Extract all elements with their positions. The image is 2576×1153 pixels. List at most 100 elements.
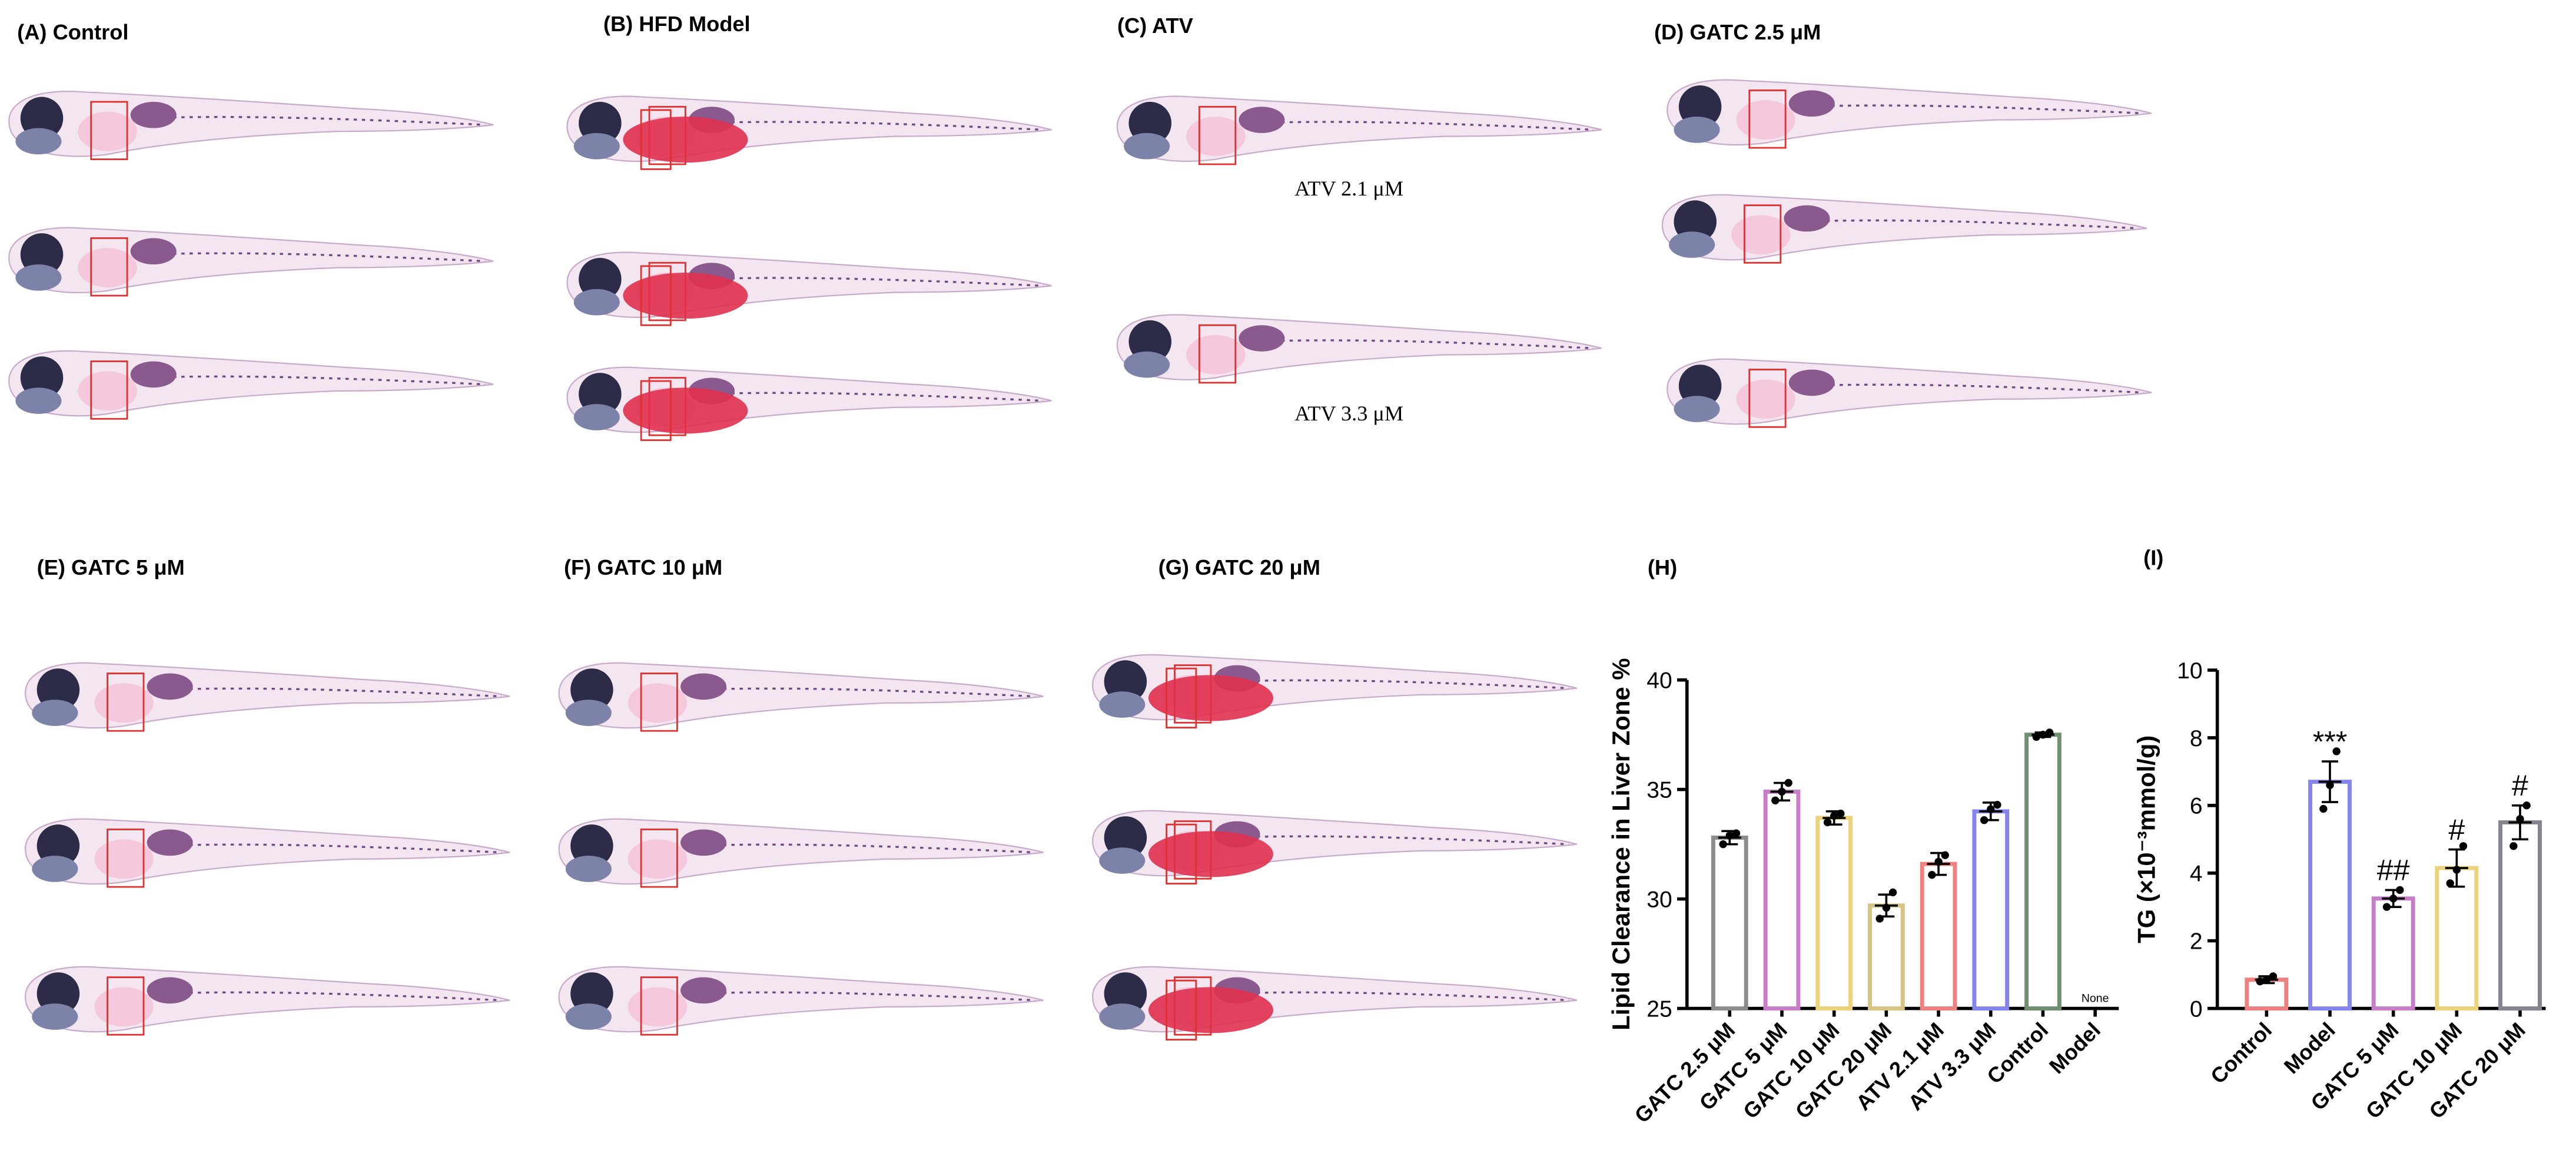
- fish: [1093, 655, 1577, 728]
- data-point: [1778, 787, 1786, 796]
- y-tick-label: 40: [1646, 668, 1672, 694]
- group-label: ATV 3.3 μM: [1294, 402, 1403, 425]
- data-point: [1882, 903, 1891, 912]
- bar: [1867, 903, 1905, 1011]
- bar: [1815, 816, 1853, 1011]
- data-point: [1837, 809, 1845, 818]
- data-point: [2032, 733, 2040, 741]
- fish: [1666, 78, 2153, 149]
- fish: [1661, 194, 2148, 264]
- data-point: [1875, 915, 1884, 923]
- data-point: [1888, 888, 1897, 897]
- fish: [567, 97, 1052, 170]
- data-point: [2045, 728, 2054, 737]
- data-point: [2382, 903, 2391, 911]
- data-point: [1830, 811, 1838, 820]
- fish: [1116, 95, 1603, 165]
- data-point: [2509, 842, 2518, 850]
- fish: [567, 252, 1052, 325]
- panel-label: (F) GATC 10 μM: [564, 555, 722, 579]
- y-tick-label: 25: [1646, 996, 1672, 1022]
- data-point: [2039, 730, 2047, 739]
- fish: [1093, 967, 1577, 1040]
- y-tick-label: 0: [2190, 996, 2203, 1022]
- x-tick-label: Control: [2206, 1018, 2276, 1088]
- fish: [24, 818, 511, 888]
- y-axis-label: TG (×10⁻³mmol/g): [2133, 735, 2160, 943]
- data-point: [2326, 781, 2334, 790]
- y-tick-label: 6: [2190, 794, 2203, 819]
- data-point: [2319, 804, 2328, 813]
- data-point: [1725, 831, 1734, 840]
- y-tick-label: 2: [2190, 929, 2203, 955]
- fish: [24, 662, 511, 732]
- fish: [8, 350, 494, 420]
- data-point: [2269, 972, 2278, 980]
- bar: [2498, 820, 2542, 1011]
- annotation: #: [2512, 769, 2528, 802]
- bar: [2308, 780, 2352, 1011]
- fish: [1093, 811, 1577, 884]
- x-tick-label: Model: [2279, 1018, 2340, 1078]
- bar: [1711, 835, 1748, 1011]
- data-point: [1941, 851, 1949, 859]
- panel-label: (A) Control: [17, 20, 128, 44]
- panel-label: (E) GATC 5 μM: [37, 555, 185, 579]
- fish: [567, 367, 1052, 440]
- fish: [8, 226, 494, 297]
- annotation: ##: [2377, 854, 2410, 887]
- annotation: #: [2448, 813, 2465, 846]
- data-point: [2332, 747, 2341, 756]
- data-point: [1993, 801, 2001, 809]
- data-point: [1719, 840, 1727, 849]
- panel-label: (H): [1648, 555, 1677, 579]
- data-point: [1784, 778, 1792, 787]
- y-tick-label: 30: [1646, 887, 1672, 913]
- data-point: [2389, 894, 2398, 903]
- bar: [1972, 809, 2010, 1011]
- panel-label: (D) GATC 2.5 μM: [1654, 20, 1821, 44]
- data-point: [2452, 866, 2461, 874]
- data-point: [1934, 857, 1943, 866]
- y-tick-label: 8: [2190, 726, 2203, 751]
- y-tick-label: 35: [1646, 778, 1672, 803]
- data-point: [2446, 879, 2454, 887]
- bar: [2024, 733, 2062, 1011]
- fish: [557, 966, 1045, 1036]
- data-point: [2459, 842, 2468, 850]
- annotation: ***: [2313, 725, 2348, 758]
- y-axis-label: Lipid Clearance in Liver Zone %: [1607, 658, 1635, 1031]
- data-point: [1928, 871, 1936, 879]
- panel-label: (G) GATC 20 μM: [1158, 555, 1320, 579]
- annotation: None: [2082, 992, 2109, 1005]
- data-point: [1987, 805, 1995, 813]
- data-point: [2262, 976, 2271, 984]
- bar: [1763, 789, 1801, 1011]
- data-point: [2522, 801, 2531, 810]
- group-label: ATV 2.1 μM: [1294, 177, 1403, 200]
- panel-label: (I): [2143, 545, 2163, 569]
- fish: [1116, 313, 1603, 384]
- y-tick-label: 4: [2190, 862, 2203, 887]
- y-tick-label: 10: [2177, 658, 2202, 684]
- fish: [557, 662, 1045, 732]
- bar: [2371, 896, 2415, 1011]
- fish: [1666, 358, 2153, 428]
- data-point: [1771, 796, 1780, 804]
- fish: [557, 818, 1045, 888]
- bar: [1920, 862, 1957, 1011]
- data-point: [2516, 815, 2524, 823]
- data-point: [1823, 818, 1832, 827]
- panel-label: (B) HFD Model: [603, 12, 751, 36]
- data-point: [1980, 816, 1989, 824]
- panel-label: (C) ATV: [1117, 14, 1193, 38]
- data-point: [2256, 977, 2264, 986]
- data-point: [1732, 829, 1741, 837]
- fish: [8, 90, 494, 161]
- x-tick-label: Model: [2044, 1018, 2105, 1078]
- bar: [2435, 866, 2479, 1011]
- data-point: [2396, 886, 2404, 894]
- fish: [24, 966, 511, 1036]
